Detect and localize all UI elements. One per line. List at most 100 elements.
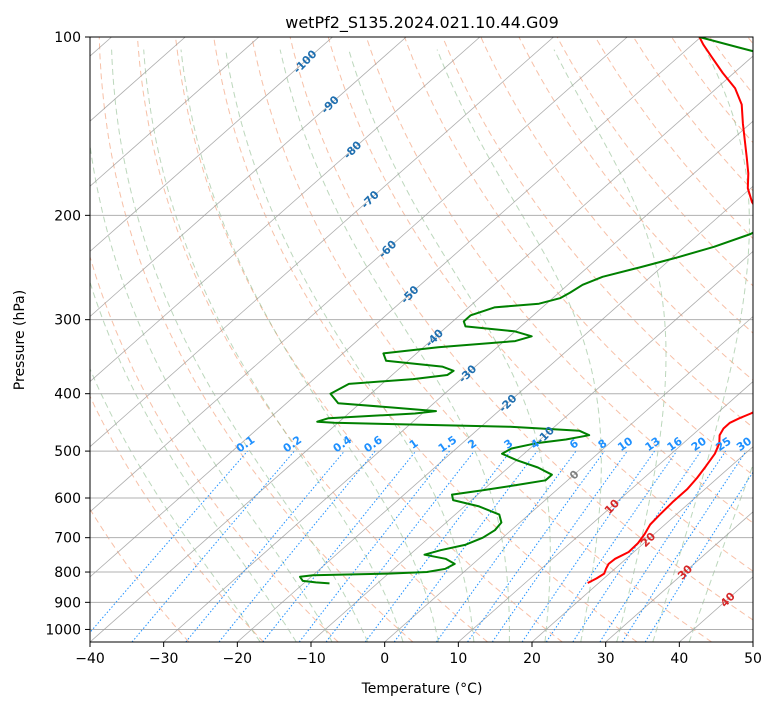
dry-adiabat [251,37,712,642]
x-tick-label: 50 [744,651,762,667]
y-tick-label: 400 [54,387,81,403]
isotherm [90,37,554,448]
mixing-ratio-line [621,450,747,642]
temperature-line [587,37,753,584]
mixing-ratio-line [491,450,628,642]
mixing-ratio-label: 8 [596,437,610,452]
dry-adiabat [289,37,753,621]
dry-adiabat [404,37,753,476]
x-axis-label: Temperature (°C) [361,681,483,697]
y-tick-label: 300 [54,313,81,329]
mixing-ratio-line [572,450,702,642]
plot-frame [89,36,754,643]
isotherm [310,250,753,642]
moist-adiabat [225,49,475,642]
moist-adiabat [436,49,602,642]
isotherm [90,55,753,642]
moist-adiabat [90,141,333,642]
plot-area [90,37,753,642]
x-tick-label: 20 [523,651,541,667]
x-tick-label: −10 [296,651,326,667]
isotherm [458,381,753,642]
dewpoint-line [299,37,753,585]
mixing-ratio-line [90,450,248,634]
x-axis: −40 −30 −20 −10 0 10 20 30 40 50 [75,642,762,667]
moist-adiabat [143,49,404,642]
dry-adiabat [175,37,563,642]
mixing-ratio-line [364,450,511,642]
x-tick-label: 0 [380,651,389,667]
dry-adiabat [747,37,753,45]
y-tick-label: 800 [54,565,81,581]
isotherm [384,315,753,642]
mixing-ratio-line [467,450,605,642]
dry-adiabat [633,37,753,192]
isotherm [90,37,481,383]
x-tick-label: 30 [597,651,615,667]
moist-adiabat [652,49,750,642]
y-tick-label: 900 [54,595,81,611]
dry-adiabat [90,395,264,642]
moist-adiabat [279,49,510,642]
mixing-ratio-label: 0.4 [331,433,355,455]
isotherm [531,446,753,642]
dry-adiabat [90,255,339,642]
x-tick-label: −20 [223,651,253,667]
mixing-ratio-line [131,450,295,642]
dry-adiabat [480,37,753,381]
dry-adiabat [556,37,753,287]
isotherm [90,37,407,318]
moist-adiabat [553,49,667,642]
mixing-ratio-line [185,450,345,642]
sounding-series [299,37,753,585]
moist-adiabat [688,463,753,642]
mixing-ratio-label: 0.2 [281,433,304,455]
background-lines [90,37,753,642]
isotherm [163,120,753,642]
isotherm [90,37,702,578]
mixing-ratio-line [644,471,753,642]
moist-adiabat [90,367,261,642]
dry-adiabat [136,37,488,642]
y-axis-label: Pressure (hPa) [12,290,28,390]
x-tick-label: −30 [149,651,179,667]
mixing-ratio-line [298,450,450,642]
mixing-ratio-label: 0.6 [361,433,385,455]
y-tick-label: 700 [54,531,81,547]
mixing-ratio-label: 0.1 [234,433,257,455]
mixing-ratio-line [393,450,538,642]
x-tick-label: 10 [449,651,467,667]
y-tick-label: 500 [54,444,81,460]
dry-adiabat [213,37,638,642]
dry-adiabat [98,37,414,642]
dry-adiabat [594,37,753,240]
mixing-ratio-line [599,450,727,642]
mixing-ratio-line [521,450,656,642]
mixing-ratio-line [435,450,577,642]
dry-adiabat [442,37,753,429]
x-tick-label: 40 [670,651,688,667]
moist-adiabat [348,49,551,642]
mixing-ratio-label: 6 [567,437,581,452]
isotherm [237,185,753,642]
y-tick-label: 1000 [45,622,81,638]
mixing-ratio-label: 3 [502,437,516,452]
dry-adiabat [365,37,753,524]
mixing-ratio-line [545,450,678,642]
y-tick-label: 200 [54,208,81,224]
mixing-ratio-line [218,450,376,642]
y-axis: 100 200 300 400 500 600 700 800 900 1000 [45,30,90,638]
mixing-ratio-label: 1.5 [436,433,459,455]
y-tick-label: 600 [54,491,81,507]
moist-adiabat [180,49,439,642]
isotherm [90,37,628,513]
moist-adiabat [90,280,297,642]
isotherm [605,511,753,642]
dry-adiabat [671,37,753,144]
y-tick-label: 100 [54,30,81,46]
chart-title: wetPf2_S135.2024.021.10.44.G09 [285,13,559,33]
isotherm [90,37,260,187]
moist-adiabat [111,49,369,642]
x-tick-label: −40 [75,651,105,667]
